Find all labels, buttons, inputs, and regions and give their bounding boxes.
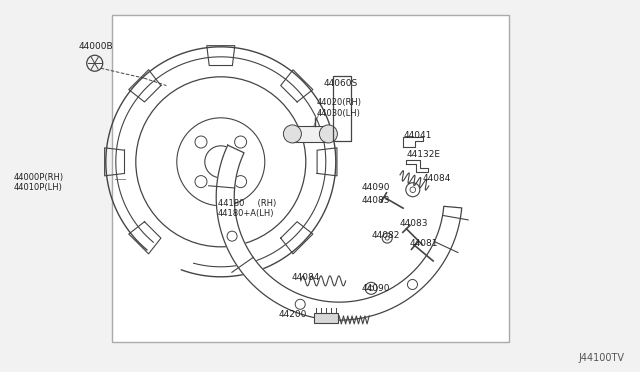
Circle shape bbox=[319, 125, 337, 143]
Text: 44020(RH)
44030(LH): 44020(RH) 44030(LH) bbox=[317, 98, 362, 118]
Polygon shape bbox=[406, 160, 428, 172]
Text: 44082: 44082 bbox=[371, 231, 399, 240]
Text: 44090: 44090 bbox=[362, 183, 390, 192]
Text: 44084: 44084 bbox=[291, 273, 319, 282]
Text: 44083: 44083 bbox=[400, 219, 429, 228]
Circle shape bbox=[408, 279, 417, 289]
Polygon shape bbox=[403, 137, 423, 147]
Text: 44081: 44081 bbox=[410, 239, 438, 248]
Text: 44090: 44090 bbox=[362, 284, 390, 293]
Bar bbox=[314, 313, 339, 323]
Text: 44060S: 44060S bbox=[323, 79, 358, 88]
Circle shape bbox=[227, 231, 237, 241]
Bar bbox=[112, 15, 509, 342]
Text: 44180     (RH)
44180+A(LH): 44180 (RH) 44180+A(LH) bbox=[218, 199, 276, 218]
Bar bbox=[292, 126, 328, 142]
Text: 44041: 44041 bbox=[403, 131, 431, 140]
Text: 44200: 44200 bbox=[278, 310, 307, 319]
Circle shape bbox=[284, 125, 301, 143]
Text: 44083: 44083 bbox=[362, 196, 390, 205]
Polygon shape bbox=[333, 76, 351, 141]
Text: 44132E: 44132E bbox=[406, 150, 440, 159]
Polygon shape bbox=[216, 145, 461, 320]
Text: J44100TV: J44100TV bbox=[578, 353, 624, 363]
Text: 44084: 44084 bbox=[422, 174, 451, 183]
Text: 44000P(RH)
44010P(LH): 44000P(RH) 44010P(LH) bbox=[14, 173, 64, 192]
Text: 44000B: 44000B bbox=[79, 42, 113, 51]
Circle shape bbox=[295, 299, 305, 309]
